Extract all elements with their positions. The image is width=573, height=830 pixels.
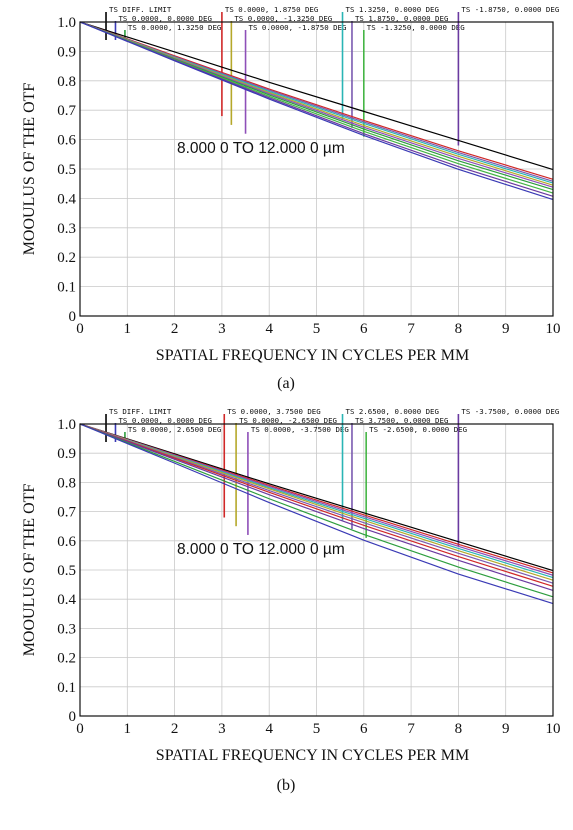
y-tick-label: 0.8 — [57, 475, 76, 491]
y-tick-label: 0.1 — [57, 680, 76, 696]
series-line — [79, 423, 554, 598]
x-tick-label: 4 — [265, 721, 273, 737]
series-line — [79, 423, 554, 584]
legend-entry: TS 0.0000, -1.8750 DEG — [249, 23, 347, 32]
y-tick-label: 0.4 — [57, 191, 76, 207]
legend-entry: TS -3.7500, 0.0000 DEG — [461, 407, 559, 416]
x-tick-label: 3 — [218, 721, 226, 737]
y-tick-label: 0.3 — [57, 621, 76, 637]
x-tick-label: 0 — [76, 721, 84, 737]
tick-labels: 0 1 2 3 4 5 6 7 8 9 10 0 0.1 0.2 0.3 0.4 0.5 0.6 0.7 0.8 0.9… — [57, 15, 560, 337]
legend-entry: TS 0.0000, 3.7500 DEG — [227, 407, 320, 416]
legend-entry: TS 1.3250, 0.0000 DEG — [346, 5, 439, 14]
legend-entry: TS 0.0000, -1.3250 DEG — [234, 14, 332, 23]
y-tick-label: 0 — [69, 709, 77, 725]
y-tick-label: 0.9 — [57, 44, 76, 60]
y-tick-label: 0.5 — [57, 162, 76, 178]
y-tick-label: 1.0 — [57, 417, 76, 433]
x-tick-label: 2 — [171, 321, 179, 337]
x-tick-label: 9 — [502, 321, 510, 337]
legend-entry: TS 0.0000, 1.3250 DEG — [128, 23, 221, 32]
y-tick-label: 0.4 — [57, 592, 76, 608]
legend-entry: TS DIFF. LIMIT — [109, 5, 172, 14]
x-tick-label: 8 — [455, 321, 463, 337]
x-tick-label: 2 — [171, 721, 179, 737]
x-tick-label: 4 — [265, 321, 273, 337]
series-line — [79, 21, 554, 201]
wavelength-annotation: 8.000 0 TO 12.000 0 µm — [177, 541, 345, 558]
legend-entry: TS 0.0000, 0.0000 DEG — [118, 416, 211, 425]
y-tick-label: 0.9 — [57, 446, 76, 462]
x-axis-title: SPATIAL FREQUENCY IN CYCLES PER MM — [156, 747, 469, 764]
legend-entry: TS 2.6500, 0.0000 DEG — [346, 407, 439, 416]
wavelength-annotation: 8.000 0 TO 12.000 0 µm — [177, 140, 345, 157]
series-group — [79, 423, 554, 605]
x-tick-label: 3 — [218, 321, 226, 337]
y-tick-label: 0.1 — [57, 280, 76, 296]
legend-entry: TS 0.0000, 0.0000 DEG — [118, 14, 211, 23]
x-tick-label: 5 — [313, 721, 321, 737]
plot-frame — [79, 423, 554, 717]
series-line — [79, 21, 554, 180]
y-tick-label: 0 — [69, 309, 77, 325]
legend-entry: TS 0.0000, -2.6500 DEG — [239, 416, 337, 425]
y-tick-label: 1.0 — [57, 15, 76, 31]
series-line — [79, 423, 554, 572]
x-tick-label: 7 — [407, 321, 415, 337]
y-axis-title: MOOULUS OF THE OTF — [21, 83, 38, 256]
grid — [79, 21, 554, 317]
x-tick-label: 0 — [76, 321, 84, 337]
y-tick-label: 0.3 — [57, 221, 76, 237]
legend-entry: TS 0.0000, 2.6500 DEG — [128, 425, 221, 434]
x-tick-label: 10 — [546, 721, 561, 737]
x-tick-label: 1 — [124, 721, 132, 737]
y-tick-label: 0.2 — [57, 651, 76, 667]
tick-labels: 0 1 2 3 4 5 6 7 8 9 10 0 0.1 0.2 0.3 0.4 0.5 0.6 0.7 0.8 0.9… — [57, 417, 560, 737]
grid — [79, 423, 554, 717]
y-axis-title: MOOULUS OF THE OTF — [21, 484, 38, 657]
legend-entry: TS -2.6500, 0.0000 DEG — [369, 425, 467, 434]
series-line — [79, 423, 554, 605]
legend-entry: TS DIFF. LIMIT — [109, 407, 172, 416]
figure-caption: (b) — [277, 777, 296, 794]
x-tick-label: 7 — [407, 721, 415, 737]
x-axis-title: SPATIAL FREQUENCY IN CYCLES PER MM — [156, 347, 469, 364]
figure-caption: (a) — [277, 375, 295, 392]
y-tick-label: 0.7 — [57, 505, 76, 521]
series-group — [79, 21, 554, 201]
y-tick-label: 0.6 — [57, 133, 76, 149]
x-tick-label: 5 — [313, 321, 321, 337]
legend-entry: TS 3.7500, 0.0000 DEG — [355, 416, 448, 425]
legend-entry: TS 0.0000, 1.8750 DEG — [225, 5, 318, 14]
x-tick-label: 6 — [360, 321, 368, 337]
y-tick-label: 0.2 — [57, 250, 76, 266]
legend-entry: TS 1.8750, 0.0000 DEG — [355, 14, 448, 23]
series-line — [79, 21, 554, 171]
x-tick-label: 9 — [502, 721, 510, 737]
x-tick-label: 10 — [546, 321, 561, 337]
series-line — [79, 423, 554, 592]
legend-entry: TS 0.0000, -3.7500 DEG — [251, 425, 349, 434]
y-tick-label: 0.8 — [57, 74, 76, 90]
series-line — [79, 423, 554, 587]
x-tick-label: 8 — [455, 721, 463, 737]
legend-entry: TS -1.8750, 0.0000 DEG — [461, 5, 559, 14]
x-tick-label: 6 — [360, 721, 368, 737]
legend-entry: TS -1.3250, 0.0000 DEG — [367, 23, 465, 32]
y-tick-label: 0.7 — [57, 103, 76, 119]
y-tick-label: 0.5 — [57, 563, 76, 579]
x-tick-label: 1 — [124, 321, 132, 337]
series-line — [79, 423, 554, 581]
plot-frame — [79, 21, 554, 317]
y-tick-label: 0.6 — [57, 534, 76, 550]
